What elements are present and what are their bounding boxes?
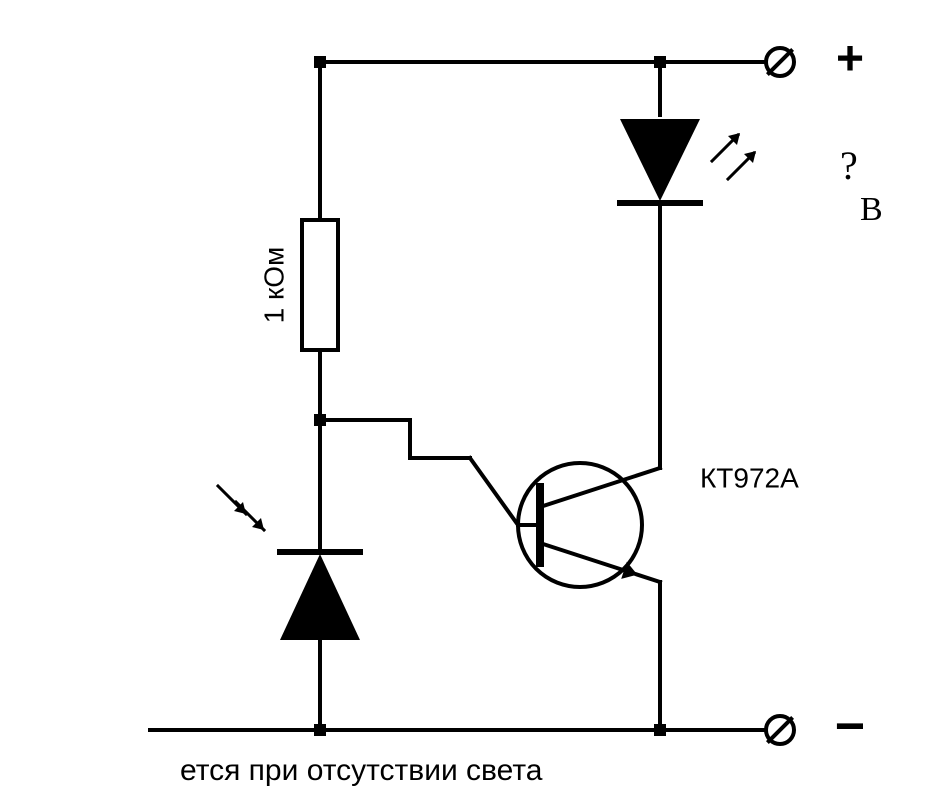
svg-text:КТ972А: КТ972А bbox=[700, 462, 799, 493]
circuit-svg: + − 1 кОм КТ972А?Bется при отсутствии света bbox=[0, 0, 934, 800]
schematic-canvas: + − 1 кОм КТ972А?Bется при отсутствии света bbox=[0, 0, 934, 800]
svg-text:B: B bbox=[860, 191, 883, 228]
svg-text:1 кОм: 1 кОм bbox=[258, 247, 289, 324]
svg-text:ется при отсутствии света: ется при отсутствии света bbox=[180, 754, 543, 787]
svg-text:?: ? bbox=[840, 143, 858, 188]
svg-text:+: + bbox=[836, 33, 864, 86]
svg-text:−: − bbox=[835, 698, 865, 756]
